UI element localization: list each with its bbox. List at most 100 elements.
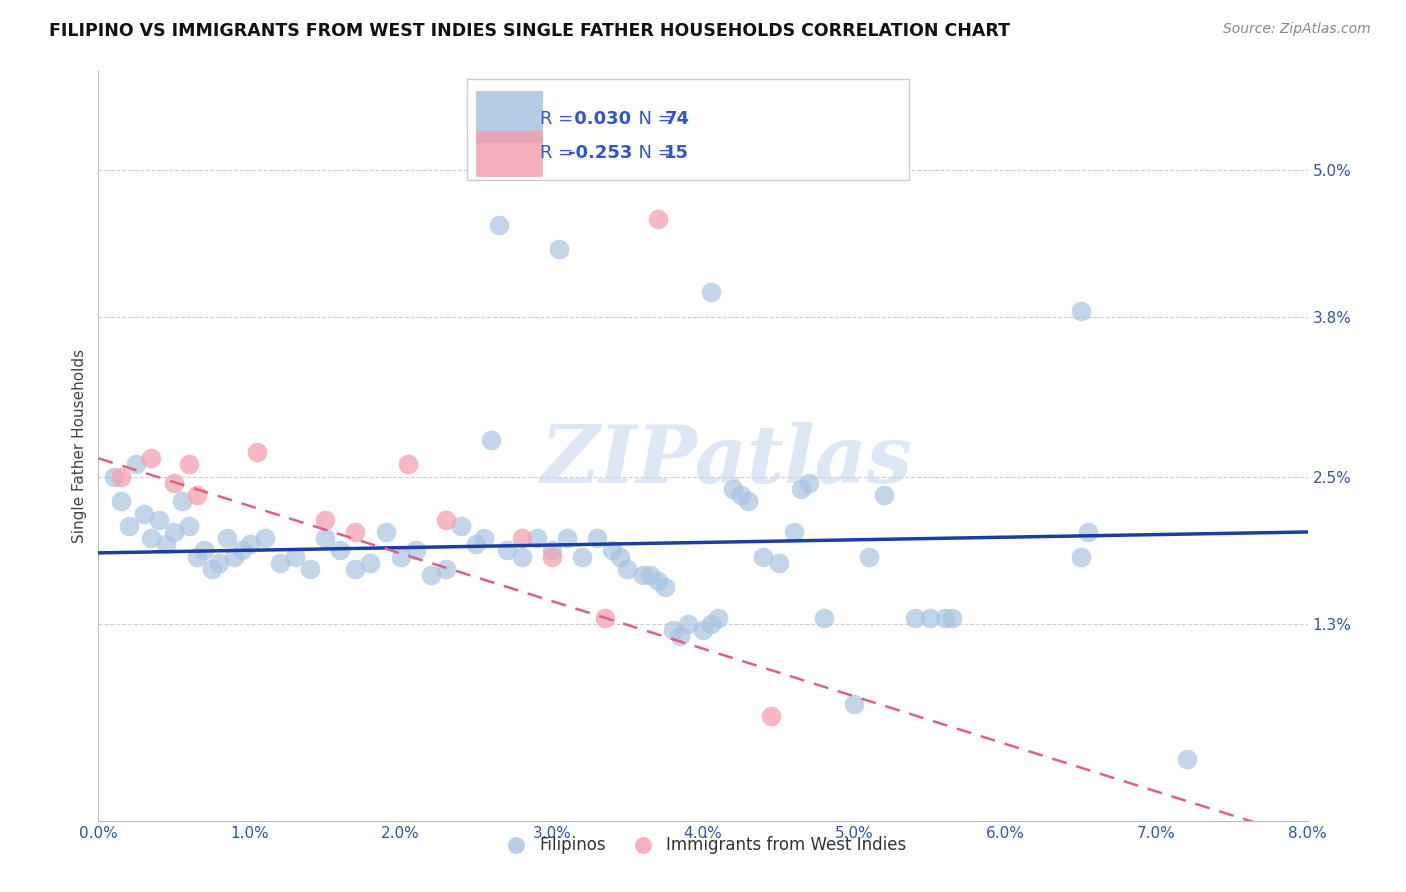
Point bbox=[510, 531, 533, 545]
Point bbox=[858, 549, 880, 564]
Point bbox=[465, 537, 488, 551]
Point bbox=[647, 574, 669, 588]
Point bbox=[1070, 304, 1092, 318]
Point bbox=[434, 562, 457, 576]
Point bbox=[299, 562, 322, 576]
Point bbox=[253, 531, 276, 545]
FancyBboxPatch shape bbox=[475, 131, 543, 177]
Point bbox=[179, 458, 201, 472]
Point bbox=[699, 285, 721, 300]
Point bbox=[782, 524, 804, 539]
Text: 74: 74 bbox=[664, 110, 689, 128]
Text: N =: N = bbox=[627, 144, 678, 162]
Point bbox=[396, 458, 419, 472]
Point bbox=[405, 543, 427, 558]
Point bbox=[813, 611, 835, 625]
Point bbox=[616, 562, 638, 576]
Point bbox=[737, 494, 759, 508]
Point bbox=[723, 482, 745, 496]
Point bbox=[193, 543, 215, 558]
Point bbox=[586, 531, 609, 545]
Point bbox=[374, 524, 396, 539]
Point bbox=[488, 218, 510, 232]
Point bbox=[269, 556, 291, 570]
Point bbox=[360, 556, 382, 570]
Point bbox=[103, 469, 125, 483]
Text: N =: N = bbox=[627, 110, 678, 128]
Text: Source: ZipAtlas.com: Source: ZipAtlas.com bbox=[1223, 22, 1371, 37]
Point bbox=[1077, 524, 1099, 539]
Point bbox=[759, 709, 782, 723]
Point bbox=[1070, 549, 1092, 564]
Point bbox=[118, 519, 141, 533]
Point bbox=[1175, 752, 1198, 766]
Point bbox=[654, 580, 676, 594]
Point bbox=[141, 451, 163, 466]
Point bbox=[669, 629, 692, 643]
Point bbox=[638, 568, 661, 582]
Point bbox=[450, 519, 472, 533]
Point bbox=[540, 543, 562, 558]
Point bbox=[110, 469, 132, 483]
Point bbox=[609, 549, 631, 564]
Point bbox=[495, 543, 517, 558]
Point bbox=[329, 543, 352, 558]
Point bbox=[208, 556, 231, 570]
Point bbox=[768, 556, 790, 570]
Point bbox=[231, 543, 253, 558]
Point bbox=[186, 488, 208, 502]
Point bbox=[555, 531, 578, 545]
Point bbox=[141, 531, 163, 545]
Point bbox=[918, 611, 941, 625]
Point bbox=[163, 475, 186, 490]
Point bbox=[844, 697, 866, 711]
Point bbox=[344, 562, 367, 576]
Text: ZIPatlas: ZIPatlas bbox=[541, 422, 914, 500]
Point bbox=[163, 524, 186, 539]
Point bbox=[934, 611, 956, 625]
Point bbox=[125, 458, 148, 472]
Point bbox=[239, 537, 262, 551]
Point bbox=[593, 611, 616, 625]
Point bbox=[661, 624, 683, 638]
Point bbox=[344, 524, 367, 539]
Point bbox=[941, 611, 963, 625]
Point bbox=[148, 513, 170, 527]
Point bbox=[699, 617, 721, 632]
Point bbox=[246, 445, 269, 459]
Point bbox=[420, 568, 443, 582]
Point bbox=[155, 537, 177, 551]
FancyBboxPatch shape bbox=[467, 78, 908, 180]
Point bbox=[389, 549, 412, 564]
Point bbox=[692, 624, 714, 638]
Text: R =: R = bbox=[540, 144, 579, 162]
Point bbox=[752, 549, 775, 564]
Point bbox=[602, 543, 624, 558]
Point bbox=[797, 475, 820, 490]
Point bbox=[314, 531, 336, 545]
Point bbox=[110, 494, 132, 508]
Point bbox=[472, 531, 495, 545]
Point bbox=[707, 611, 730, 625]
Point bbox=[179, 519, 201, 533]
Point bbox=[904, 611, 927, 625]
Legend: Filipinos, Immigrants from West Indies: Filipinos, Immigrants from West Indies bbox=[494, 830, 912, 861]
Point bbox=[186, 549, 208, 564]
Point bbox=[548, 243, 571, 257]
Point bbox=[540, 549, 562, 564]
Text: R =: R = bbox=[540, 110, 579, 128]
Point bbox=[730, 488, 752, 502]
Point bbox=[676, 617, 699, 632]
Point bbox=[314, 513, 336, 527]
Y-axis label: Single Father Households: Single Father Households bbox=[72, 349, 87, 543]
Point bbox=[132, 507, 155, 521]
Point bbox=[790, 482, 813, 496]
Point bbox=[481, 433, 503, 447]
Point bbox=[510, 549, 533, 564]
Point bbox=[434, 513, 457, 527]
Text: FILIPINO VS IMMIGRANTS FROM WEST INDIES SINGLE FATHER HOUSEHOLDS CORRELATION CHA: FILIPINO VS IMMIGRANTS FROM WEST INDIES … bbox=[49, 22, 1010, 40]
Text: -0.253: -0.253 bbox=[568, 144, 631, 162]
Point bbox=[170, 494, 193, 508]
Text: 0.030: 0.030 bbox=[568, 110, 631, 128]
Point bbox=[631, 568, 654, 582]
